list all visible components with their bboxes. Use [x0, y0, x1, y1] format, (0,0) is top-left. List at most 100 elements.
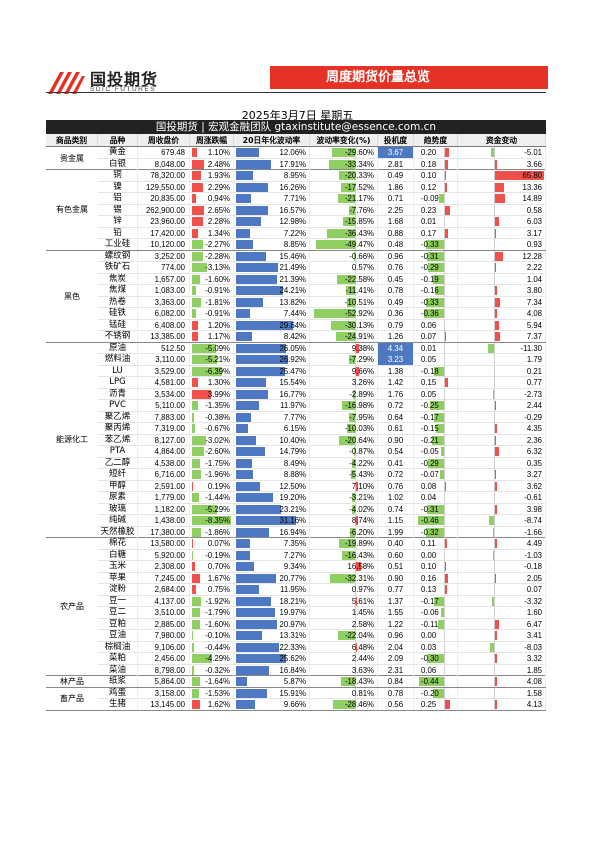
vol-change-bar [355, 343, 359, 353]
zero-axis [494, 434, 495, 446]
zero-axis [355, 377, 356, 388]
volatility-bar [236, 677, 248, 686]
speculation-cell: 0.64 [378, 411, 414, 423]
vol-change-cell: -15.85% [310, 216, 378, 227]
volatility-bar [236, 171, 254, 180]
speculation-value: 0.36 [387, 309, 404, 318]
zero-axis [494, 296, 495, 308]
zero-axis [494, 239, 495, 250]
zero-axis [444, 699, 445, 710]
vol-change-bar [329, 573, 355, 583]
weekly-change-value: 1.17% [207, 332, 230, 341]
table-row: 螺纹钢 3,252.00 -2.28% 15.46% -0.66% 0.96 -0.31 12… [98, 250, 546, 262]
trend-value: 0.05 [421, 389, 437, 399]
table-row: 甲醇 2,591.00 0.19% 12.50% 7.10% 0.76 0.08 3.62 [98, 480, 546, 492]
weekly-change-bar [192, 401, 199, 410]
volatility-bar [236, 424, 248, 433]
category-cell: 林产品 [46, 676, 98, 688]
table-row: 菜粕 2,456.00 -4.29% 25.62% 2.44% 2.09 -0.30 3.32 [98, 653, 546, 665]
vol-change-value: -7.76% [349, 205, 374, 215]
vol-change-bar [326, 228, 355, 238]
vol-change-bar [331, 148, 355, 157]
close-price: 13,145.00 [138, 699, 190, 710]
fund-flow-value: -8.74 [524, 516, 542, 525]
speculation-value: 0.77 [387, 585, 404, 594]
col-header-weekly-change: 周涨跌幅 [190, 134, 234, 146]
fund-flow-cell: 3.17 [458, 227, 546, 239]
fund-flow-value: 5.94 [526, 320, 542, 330]
vol-change-value: -21.17% [344, 194, 374, 203]
table-row: 铅 17,420.00 1.34% 7.22% -36.43% 0.88 0.17 3.17 [98, 227, 546, 239]
vol-change-bar [348, 205, 355, 215]
weekly-change-cell: 1.17% [190, 331, 234, 342]
volatility-cell: 15.46% [234, 250, 310, 262]
logo-stripes-icon [48, 72, 85, 94]
table-row: 鸡蛋 3,158.00 -1.53% 15.91% 0.81% 0.78 -0.20 1.58 [98, 687, 546, 699]
zero-axis [494, 630, 495, 641]
weekly-change-bar [192, 148, 198, 157]
team-banner: 国投期货 | 宏观金融团队 gtaxinstitute@essence.com.… [46, 120, 546, 134]
speculation-value: 2.81 [387, 159, 404, 169]
trend-value: 0.10 [421, 171, 437, 180]
variety-name: 硅铁 [98, 308, 138, 319]
trend-bar [418, 516, 444, 525]
variety-name: 苯乙烯 [98, 434, 138, 446]
zero-axis [494, 664, 495, 676]
zero-axis [355, 411, 356, 423]
table-row: 焦煤 1,083.00 -0.91% 24.21% -11.41% 0.78 -0.16 3.… [98, 285, 546, 297]
table-row: 豆一 4,137.00 -1.92% 18.21% 5.61% 1.37 -0.17 -3.3… [98, 595, 546, 607]
weekly-change-value: -0.67% [205, 424, 230, 433]
weekly-change-cell: -1.81% [190, 296, 234, 308]
trend-bar [426, 527, 444, 537]
speculation-cell: 0.72 [378, 469, 414, 480]
weekly-change-value: -5.29% [205, 504, 230, 514]
trend-bar [444, 585, 448, 594]
speculation-cell: 2.31 [378, 664, 414, 676]
trend-cell: 0.13 [414, 584, 458, 595]
close-price: 3,510.00 [138, 607, 190, 618]
vol-change-bar [355, 596, 358, 606]
trend-bar [434, 596, 444, 606]
speculation-value: 0.71 [387, 194, 404, 203]
fund-flow-cell: 7.34 [458, 296, 546, 308]
weekly-change-value: 0.19% [207, 481, 230, 491]
speculation-value: 0.72 [387, 470, 404, 479]
zero-axis [444, 377, 445, 388]
close-price: 7,980.00 [138, 630, 190, 641]
speculation-value: 0.84 [387, 677, 404, 686]
trend-value: -0.17 [421, 412, 439, 422]
zero-axis [355, 480, 356, 492]
vol-change-cell: 5.61% [310, 595, 378, 607]
trend-value: 0.20 [421, 148, 437, 157]
volatility-cell: 8.95% [234, 170, 310, 181]
volatility-bar [236, 228, 250, 238]
volatility-bar [236, 263, 278, 272]
table-header: 商品类别 品种 周收盘价 周涨跌幅 20日年化波动率 波动率变化(%) 投机度 … [46, 134, 546, 147]
volatility-value: 16.84% [279, 665, 306, 675]
weekly-change-bar [192, 263, 207, 272]
trend-cell: 0.23 [414, 204, 458, 216]
weekly-change-value: 3.99% [207, 389, 230, 399]
zero-axis [494, 492, 495, 503]
table-row: PVC 5,110.00 -1.35% 11.97% -16.98% 0.72 -0.25 2… [98, 400, 546, 412]
weekly-change-value: -1.96% [205, 470, 230, 479]
volatility-value: 18.21% [279, 596, 306, 606]
fund-flow-cell: 3.41 [458, 630, 546, 641]
zero-axis [355, 227, 356, 239]
weekly-change-value: -1.86% [205, 527, 230, 537]
speculation-value: 0.76 [387, 481, 404, 491]
volatility-cell: 16.84% [234, 664, 310, 676]
speculation-cell: 0.45 [378, 273, 414, 285]
zero-axis [494, 216, 495, 227]
volatility-cell: 13.31% [234, 630, 310, 641]
table-row: 不锈钢 13,385.00 1.17% 8.42% -24.91% 1.26 0.07 7.3… [98, 331, 546, 343]
zero-axis [444, 630, 445, 641]
speculation-value: 0.49 [387, 297, 404, 307]
trend-bar [438, 194, 444, 203]
volatility-cell: 16.77% [234, 388, 310, 400]
weekly-change-bar [192, 585, 196, 594]
weekly-change-bar [192, 297, 201, 307]
fund-flow-bar [494, 228, 497, 238]
fund-flow-value: 3.41 [526, 631, 542, 640]
speculation-value: 0.49 [387, 171, 404, 180]
